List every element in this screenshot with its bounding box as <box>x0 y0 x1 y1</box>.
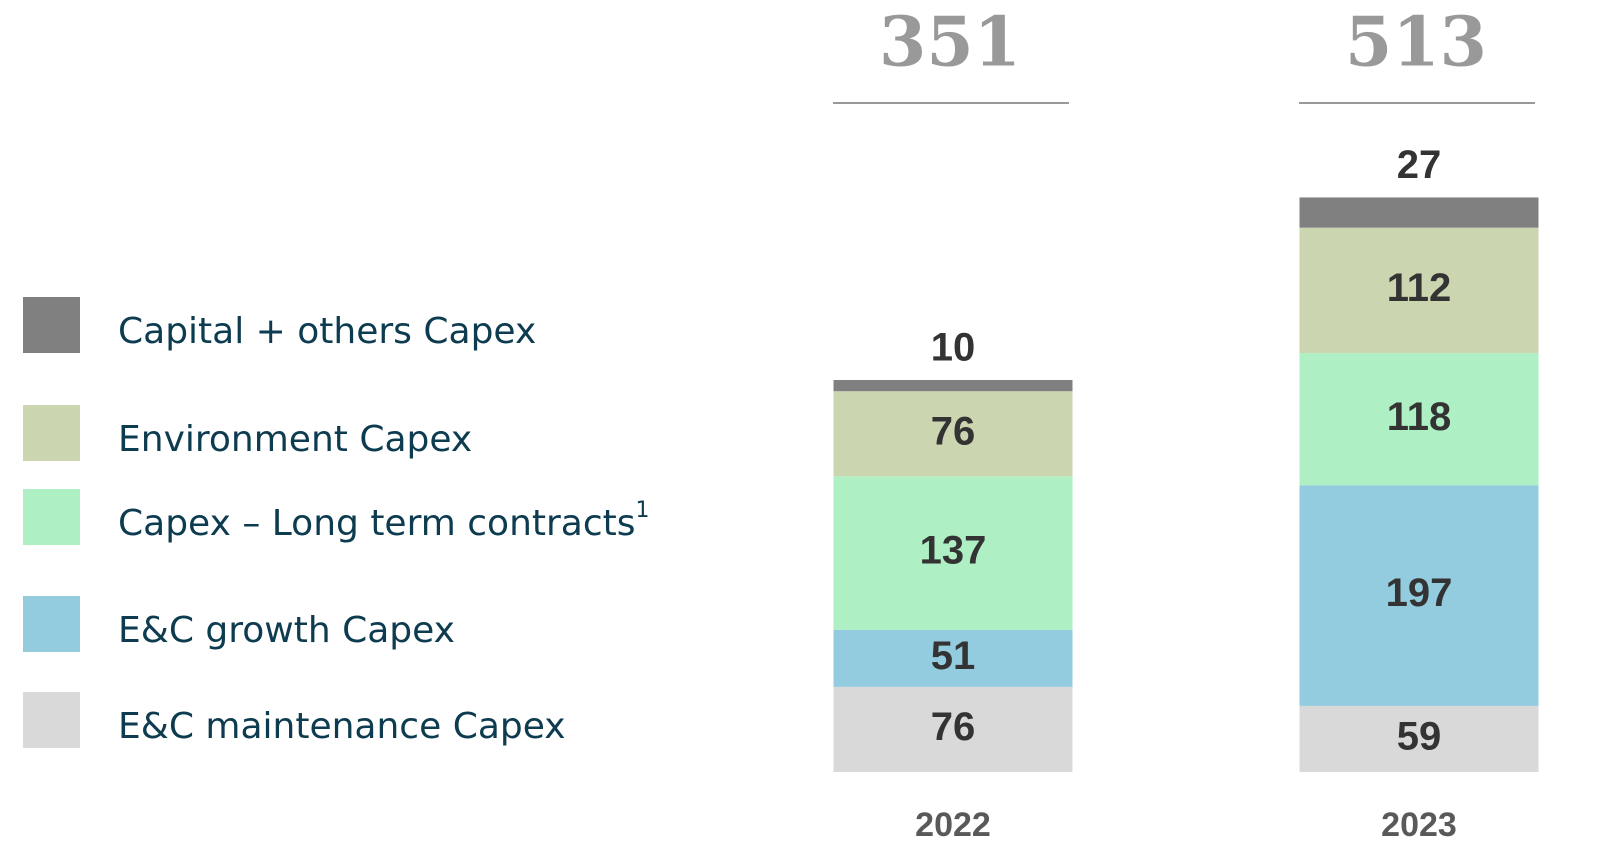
legend-swatch <box>23 596 80 652</box>
bar-segment <box>1299 197 1539 228</box>
legend-label: E&C maintenance Capex <box>118 706 566 747</box>
segment-label: 137 <box>920 529 987 573</box>
bar-segment <box>833 391 1073 477</box>
legend-name: Capex – Long term contracts <box>118 503 636 544</box>
legend-label: Capex – Long term contracts1 <box>118 498 650 544</box>
legend-name: Environment Capex <box>118 419 472 460</box>
legend-swatch <box>23 297 80 353</box>
bar-segment <box>833 686 1073 772</box>
legend-swatch <box>23 692 80 748</box>
segment-label: 112 <box>1387 266 1452 310</box>
legend-name: Capital + others Capex <box>118 311 536 352</box>
bar-segment <box>1299 705 1539 772</box>
bar-segment <box>1299 353 1539 486</box>
segment-label: 59 <box>1397 715 1442 759</box>
category-label: 2023 <box>1381 806 1457 844</box>
legend-swatch <box>23 405 80 461</box>
legend-label: E&C growth Capex <box>118 610 455 651</box>
legend-footnote: 1 <box>636 498 650 523</box>
total-label: 513 <box>1345 3 1487 83</box>
segment-label: 51 <box>931 634 976 678</box>
segment-label: 197 <box>1386 571 1453 615</box>
bar-segment <box>833 629 1073 687</box>
bar-segment <box>833 380 1073 392</box>
bar-segment <box>1299 485 1539 706</box>
total-label: 351 <box>879 3 1021 83</box>
legend-swatch <box>23 489 80 545</box>
segment-label: 118 <box>1387 395 1452 439</box>
legend-name: E&C maintenance Capex <box>118 706 566 747</box>
segment-label: 10 <box>931 326 976 370</box>
segment-label: 27 <box>1397 143 1442 187</box>
legend-label: Environment Capex <box>118 419 472 460</box>
bar-segment <box>833 476 1073 630</box>
legend-name: E&C growth Capex <box>118 610 455 651</box>
legend-label: Capital + others Capex <box>118 311 536 352</box>
segment-label: 76 <box>931 705 976 749</box>
segment-label: 76 <box>931 409 976 453</box>
category-label: 2022 <box>915 806 991 844</box>
bar-segment <box>1299 227 1539 354</box>
